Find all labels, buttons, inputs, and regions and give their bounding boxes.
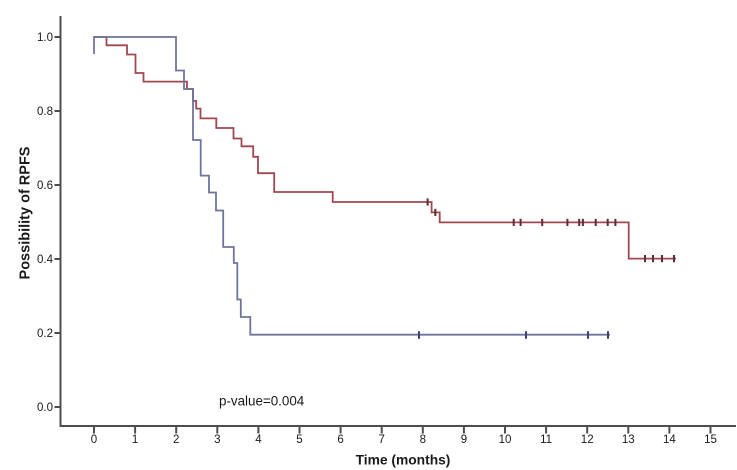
svg-text:8: 8 [420, 434, 426, 446]
svg-text:Possibility of RPFS: Possibility of RPFS [18, 146, 34, 279]
svg-text:1.0: 1.0 [37, 32, 53, 44]
svg-text:13: 13 [622, 434, 635, 446]
svg-text:7: 7 [378, 434, 384, 446]
svg-text:0: 0 [91, 434, 97, 446]
svg-text:10: 10 [499, 434, 512, 446]
svg-text:Time (months): Time (months) [356, 453, 451, 468]
svg-text:9: 9 [461, 434, 467, 446]
svg-text:1: 1 [132, 434, 138, 446]
svg-text:12: 12 [581, 434, 594, 446]
svg-text:3: 3 [214, 434, 220, 446]
svg-text:2: 2 [173, 434, 179, 446]
svg-text:p-value=0.004: p-value=0.004 [219, 394, 305, 409]
svg-text:0.6: 0.6 [37, 180, 53, 192]
svg-text:0.2: 0.2 [37, 328, 53, 340]
svg-text:6: 6 [337, 434, 343, 446]
svg-text:15: 15 [704, 434, 717, 446]
svg-text:11: 11 [540, 434, 552, 446]
svg-text:4: 4 [255, 434, 262, 446]
svg-text:0.8: 0.8 [37, 106, 53, 118]
svg-text:14: 14 [663, 434, 676, 446]
svg-text:5: 5 [296, 434, 302, 446]
svg-text:0.0: 0.0 [37, 402, 53, 414]
svg-text:0.4: 0.4 [37, 254, 54, 266]
